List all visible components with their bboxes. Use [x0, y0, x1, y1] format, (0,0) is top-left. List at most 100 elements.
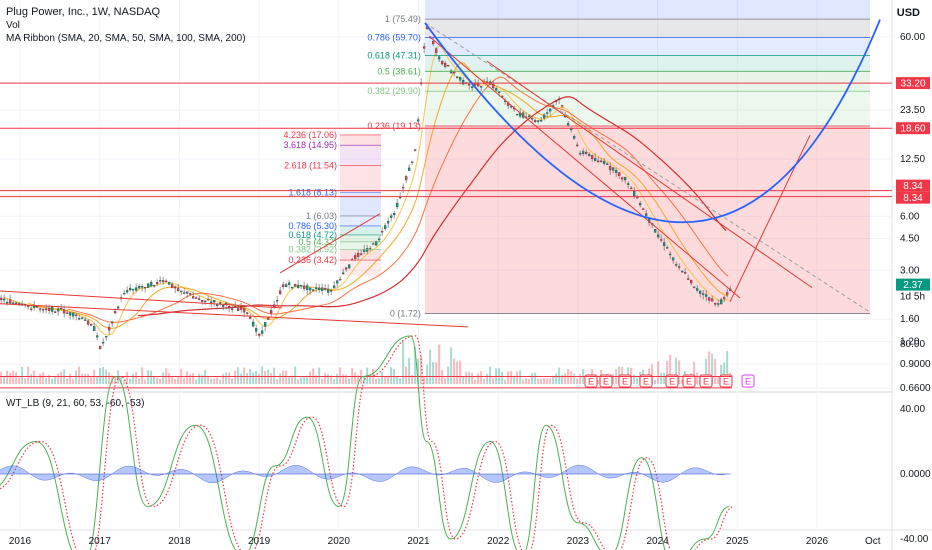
- candle: [302, 285, 306, 289]
- volume-bar: [528, 379, 531, 384]
- fib-small-zone: [340, 260, 381, 276]
- candle: [164, 280, 168, 283]
- volume-bar: [129, 378, 132, 384]
- candle: [314, 287, 318, 289]
- volume-bar: [87, 373, 90, 384]
- price-tick-label: 1.20: [900, 337, 920, 348]
- candle: [491, 84, 495, 89]
- price-tag-label: 18.60: [900, 124, 925, 135]
- candle: [566, 123, 570, 126]
- trendline: [279, 213, 381, 274]
- fib-zone: [424, 37, 870, 56]
- candle: [95, 335, 99, 338]
- candle: [101, 341, 105, 344]
- candle: [317, 287, 321, 290]
- volume-bar: [426, 364, 429, 384]
- candle: [704, 294, 708, 297]
- candle: [386, 221, 390, 224]
- volume-bar: [657, 361, 660, 384]
- fib-extension-zone: [424, 0, 870, 20]
- volume-bar: [501, 372, 504, 384]
- volume-bar: [459, 360, 462, 384]
- volume-bar: [75, 370, 78, 384]
- volume-bar: [696, 372, 699, 384]
- volume-bar: [153, 376, 156, 384]
- volume-bar: [519, 370, 522, 384]
- fib-zone: [424, 71, 870, 92]
- candle: [137, 286, 141, 289]
- volume-bar: [345, 374, 348, 384]
- volume-bar: [69, 373, 72, 384]
- candle: [677, 266, 681, 268]
- volume-bar: [480, 371, 483, 384]
- volume-bar: [678, 360, 681, 384]
- candle: [206, 299, 210, 301]
- volume-bar: [513, 375, 516, 384]
- price-tag: [896, 278, 930, 291]
- earnings-marker: [639, 374, 653, 388]
- volume-bar: [207, 376, 210, 384]
- volume-bar: [282, 370, 285, 384]
- volume-bar: [231, 378, 234, 384]
- volume-bar: [705, 358, 708, 384]
- candle: [437, 56, 441, 60]
- volume-bar: [39, 373, 42, 384]
- candle: [371, 243, 375, 245]
- candle: [134, 287, 138, 291]
- ma-ribbon-label: MA Ribbon (SMA, 20, SMA, 50, SMA, 100, S…: [6, 33, 246, 44]
- candle: [698, 290, 702, 294]
- volume-bar: [261, 366, 264, 384]
- volume-bar: [516, 371, 519, 384]
- earnings-marker-label: E: [603, 377, 609, 387]
- price-tag-label: 8.34: [903, 193, 923, 204]
- trendline: [429, 36, 741, 299]
- candle: [281, 284, 285, 287]
- candle: [695, 288, 699, 291]
- volume-bar: [255, 371, 258, 384]
- volume-bar: [456, 361, 459, 384]
- fib-small-label: 0.786 (5.30): [288, 221, 337, 231]
- volume-bar: [438, 344, 441, 384]
- candle: [395, 202, 399, 208]
- earnings-marker: [618, 374, 632, 388]
- volume-bar: [78, 366, 81, 384]
- candle: [665, 247, 669, 249]
- candle: [461, 80, 465, 85]
- volume-bar: [561, 374, 564, 384]
- candle: [416, 119, 420, 122]
- candle: [383, 225, 387, 229]
- volume-bar: [213, 378, 216, 384]
- volume-bar: [564, 373, 567, 384]
- volume-bar: [717, 376, 720, 384]
- candle: [14, 302, 18, 304]
- candle: [380, 231, 384, 233]
- resistance-trendline: [486, 60, 813, 289]
- volume-bar: [405, 366, 408, 384]
- candle: [269, 310, 273, 314]
- candle: [572, 136, 576, 139]
- candle: [707, 297, 711, 301]
- candle: [326, 288, 330, 293]
- volume-bar: [408, 357, 411, 384]
- wavetrend-signal-line: [0, 335, 735, 550]
- volume-bar: [258, 373, 261, 384]
- candle: [446, 65, 450, 67]
- volume-bar: [60, 371, 63, 384]
- earnings-marker-label: E: [686, 377, 692, 387]
- fib-small-label: 0.382 (3.92): [288, 244, 337, 254]
- osc-tick-label: 80.00: [900, 339, 925, 350]
- candle: [122, 293, 126, 295]
- volume-bar: [228, 372, 231, 384]
- candle: [533, 120, 537, 123]
- candle: [479, 86, 483, 88]
- fib-small-zone: [340, 234, 381, 242]
- volume-bar: [222, 373, 225, 384]
- volume-bar: [99, 367, 102, 384]
- volume-bar: [3, 376, 6, 384]
- volume-bar: [489, 366, 492, 384]
- currency-button[interactable]: USD: [896, 7, 920, 19]
- price-tag: [896, 191, 930, 204]
- fib-small-zone: [340, 192, 381, 216]
- candle: [689, 279, 693, 284]
